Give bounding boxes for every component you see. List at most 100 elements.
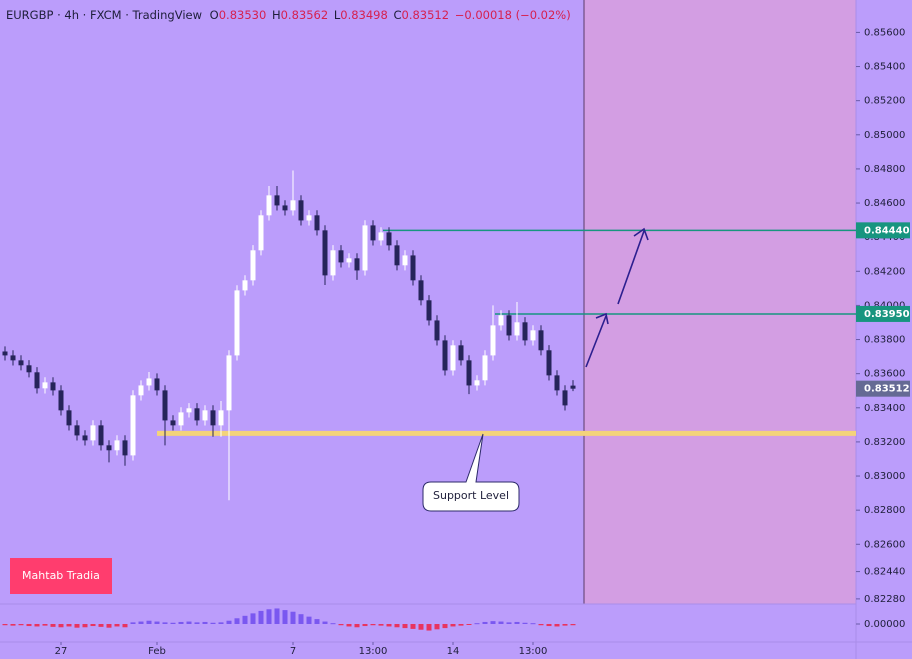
osc-bar <box>514 621 520 624</box>
candle-body <box>362 225 368 271</box>
osc-bar <box>146 620 152 624</box>
candle-body <box>98 425 104 446</box>
candle-body <box>26 365 32 373</box>
watermark: Mahtab Tradia <box>22 569 100 582</box>
last-price-label: 0.83512 <box>864 384 910 395</box>
osc-bar <box>266 609 272 624</box>
osc-bar <box>58 624 64 628</box>
osc-bar <box>530 623 536 625</box>
candle-body <box>266 195 272 216</box>
candle-body <box>298 200 304 221</box>
candle-body <box>330 250 336 276</box>
plot: 0.85600 0.85400 0.85200 0.85000 0.84800 0.846… <box>2 27 910 657</box>
osc-bar <box>498 621 504 624</box>
ohlc-value: 0.83530 <box>219 8 267 22</box>
level-tag <box>856 305 910 322</box>
candle-body <box>402 255 408 266</box>
future-zone <box>584 0 856 604</box>
osc-bar <box>50 624 56 627</box>
candle-body <box>2 351 8 356</box>
y-tick-label: 0.85400 <box>864 62 905 73</box>
ohlc-key: O <box>210 8 219 22</box>
candle-body <box>162 390 168 421</box>
osc-bar <box>434 624 440 630</box>
candle-body <box>170 420 176 426</box>
osc-bar <box>122 624 128 628</box>
osc-bar <box>98 624 104 627</box>
osc-bar <box>114 624 120 627</box>
ohlc-key: C <box>393 8 401 22</box>
candle-body <box>498 315 504 326</box>
candle-body <box>50 382 56 391</box>
candle-body <box>10 355 16 361</box>
arrow <box>617 230 645 305</box>
osc-bar <box>66 624 72 627</box>
osc-bar <box>330 623 336 625</box>
arrow <box>585 315 607 368</box>
candle-body <box>282 205 288 211</box>
candle-body <box>546 350 552 376</box>
osc-bar <box>322 621 328 624</box>
candle-body <box>514 322 520 336</box>
candle-body <box>570 385 576 389</box>
candle-body <box>58 390 64 411</box>
candle-body <box>178 412 184 426</box>
osc-tick-label: 0.00000 <box>864 619 905 630</box>
osc-bar <box>306 616 312 624</box>
osc-bar <box>450 624 456 627</box>
osc-bar <box>290 611 296 624</box>
osc-bar <box>106 624 112 628</box>
candle-body <box>466 360 472 386</box>
candle-body <box>506 315 512 336</box>
change: −0.00018 (−0.02%) <box>455 8 571 22</box>
y-tick-label: 0.84800 <box>864 164 905 175</box>
x-tick-label: Feb <box>148 646 166 657</box>
candle-body <box>370 225 376 241</box>
candle-body <box>490 325 496 356</box>
candle-body <box>394 245 400 266</box>
x-tick-label: 7 <box>290 646 296 657</box>
callout-text: Support Level <box>433 489 509 502</box>
osc-bar <box>466 624 472 625</box>
osc-bar <box>506 622 512 624</box>
candle-body <box>482 355 488 381</box>
candle-body <box>66 410 72 426</box>
candle-body <box>146 378 152 386</box>
osc-bar <box>522 622 528 624</box>
candle-body <box>562 390 568 406</box>
osc-bar <box>258 610 264 624</box>
candle-body <box>474 380 480 386</box>
candle-body <box>442 340 448 371</box>
ohlc-key: H <box>272 8 281 22</box>
candle-body <box>434 320 440 341</box>
osc-bar <box>546 624 552 627</box>
candle-body <box>530 330 536 341</box>
y-tick-label: 0.84600 <box>864 198 905 209</box>
y-tick-label: 0.82600 <box>864 539 905 550</box>
osc-bar <box>186 621 192 624</box>
osc-bar <box>170 622 176 624</box>
candle-body <box>122 440 128 456</box>
y-tick-label: 0.82800 <box>864 505 905 516</box>
osc-bar <box>562 624 568 626</box>
osc-bar <box>154 621 160 624</box>
level-label: 0.83950 <box>864 309 910 320</box>
osc-bar <box>210 622 216 624</box>
osc-bar <box>282 610 288 624</box>
arrow-head <box>595 312 609 325</box>
osc-bar <box>74 624 80 628</box>
osc-bar <box>242 615 248 624</box>
osc-bar <box>26 624 32 627</box>
osc-bar <box>386 624 392 627</box>
osc-bar <box>370 624 376 626</box>
candle-body <box>314 215 320 231</box>
osc-bar <box>138 621 144 624</box>
osc-bar <box>2 624 8 626</box>
watermark-box <box>10 558 112 594</box>
candle-body <box>138 385 144 396</box>
osc-bar <box>538 624 544 626</box>
osc-bar <box>346 624 352 627</box>
candle-body <box>234 290 240 356</box>
osc-bar <box>362 624 368 627</box>
